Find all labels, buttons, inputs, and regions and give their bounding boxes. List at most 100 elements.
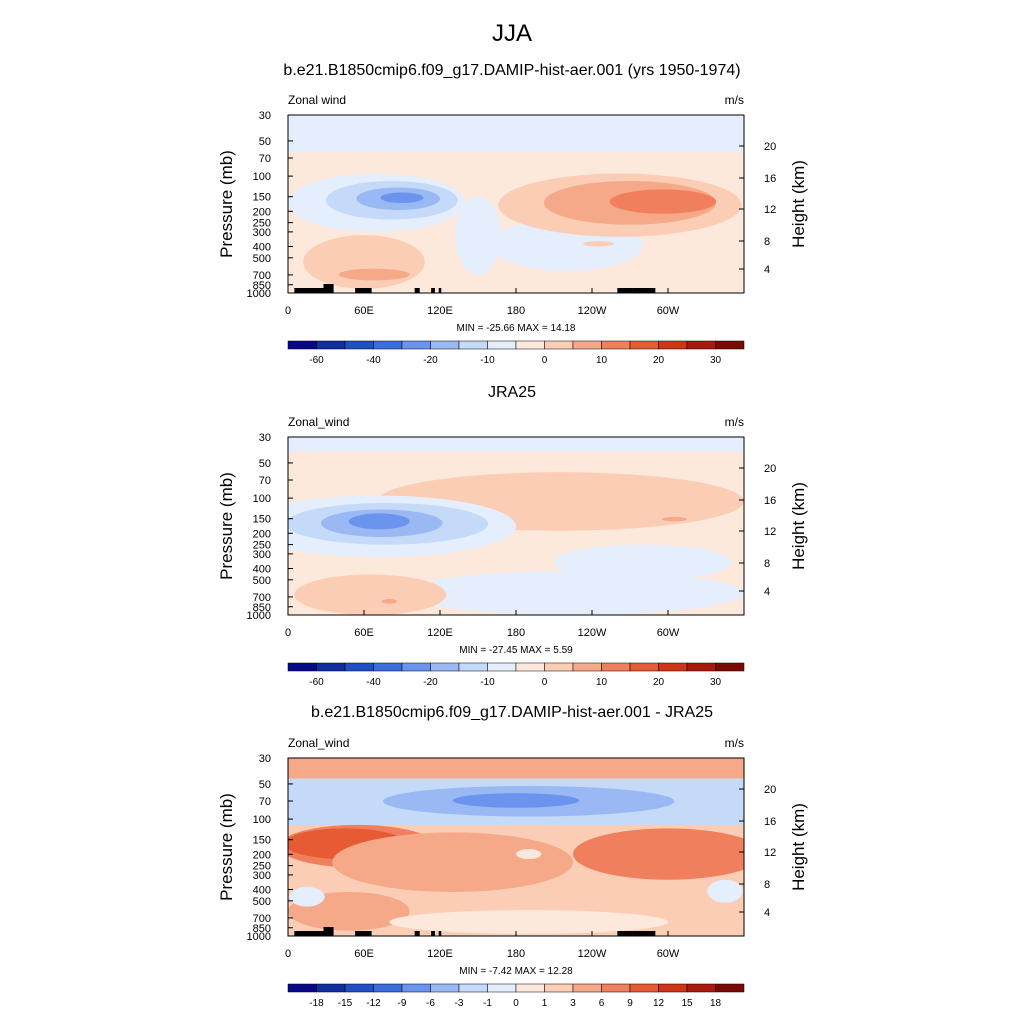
contour-region	[402, 570, 744, 615]
units-label: m/s	[725, 415, 744, 429]
figure-title: JJA	[491, 20, 532, 47]
contour-region	[583, 241, 614, 247]
y-tick-label: 1000	[247, 610, 271, 622]
contour-region	[452, 793, 580, 808]
y-tick-label: 500	[253, 896, 271, 908]
y2-tick-label: 16	[764, 495, 776, 507]
contour-region	[554, 544, 732, 580]
colorbar-swatch	[715, 340, 745, 350]
x-tick-label: 120E	[427, 948, 453, 960]
colorbar-label: -3	[455, 998, 464, 1009]
y2-tick-label: 20	[764, 463, 776, 475]
x-tick-label: 60E	[354, 305, 374, 317]
colorbar-label: -40	[366, 677, 381, 688]
y-tick-label: 150	[253, 192, 271, 204]
y-tick-label: 850	[253, 923, 271, 935]
colorbar-swatch	[287, 662, 317, 672]
colorbar-label: 15	[681, 998, 693, 1009]
x-tick-label: 120E	[427, 627, 453, 639]
colorbar-label: 0	[542, 355, 548, 366]
y2-tick-label: 4	[764, 907, 770, 919]
topography	[305, 931, 324, 936]
topography	[617, 288, 633, 293]
y-tick-label: 500	[253, 253, 271, 265]
y-tick-label: 850	[253, 602, 271, 614]
x-tick-label: 180	[507, 948, 525, 960]
field-label: Zonal_wind	[288, 736, 349, 750]
y-tick-label: 150	[253, 514, 271, 526]
y2-tick-label: 16	[764, 173, 776, 185]
colorbar-swatch	[658, 662, 688, 672]
y2-tick-label: 8	[764, 236, 770, 248]
colorbar-label: 12	[653, 998, 665, 1009]
colorbar-swatch	[487, 983, 517, 993]
colorbar-label: -10	[480, 355, 495, 366]
contour-field	[288, 758, 744, 936]
contour-field	[288, 437, 744, 615]
colorbar-label: 0	[542, 677, 548, 688]
y-tick-label: 700	[253, 270, 271, 282]
x-tick-label: 180	[507, 627, 525, 639]
y-tick-label: 150	[253, 835, 271, 847]
contour-region	[609, 189, 717, 214]
y2-axis-label: Height (km)	[789, 160, 808, 248]
contour-region	[294, 574, 447, 615]
y-tick-label: 250	[253, 540, 271, 552]
panel-3: 3050701001502002503004005007008501000201…	[217, 736, 808, 1009]
field-label: Zonal_wind	[288, 415, 349, 429]
y-tick-label: 300	[253, 870, 271, 882]
topography	[294, 931, 311, 936]
y-tick-label: 100	[253, 171, 271, 183]
colorbar-label: 30	[710, 355, 722, 366]
contour-field	[288, 115, 744, 293]
y-tick-label: 250	[253, 861, 271, 873]
units-label: m/s	[725, 736, 744, 750]
colorbar-swatch	[544, 662, 574, 672]
field-label: Zonal wind	[288, 93, 346, 107]
panel-3-title: b.e21.B1850cmip6.f09_g17.DAMIP-hist-aer.…	[310, 704, 713, 721]
y-tick-label: 400	[253, 241, 271, 253]
colorbar-label: -20	[423, 677, 438, 688]
x-tick-label: 120W	[578, 948, 607, 960]
colorbar-swatch	[686, 340, 716, 350]
colorbar-swatch	[515, 340, 545, 350]
y-tick-label: 100	[253, 814, 271, 826]
y2-axis-label: Height (km)	[789, 482, 808, 570]
colorbar-label: 9	[627, 998, 633, 1009]
colorbar-swatch	[686, 662, 716, 672]
colorbar-swatch	[458, 340, 488, 350]
y-tick-label: 700	[253, 592, 271, 604]
y-tick-label: 30	[259, 432, 271, 444]
colorbar-label: -6	[426, 998, 435, 1009]
colorbar-swatch	[344, 340, 374, 350]
colorbar-swatch	[572, 662, 602, 672]
colorbar-swatch	[430, 983, 460, 993]
colorbar-label: -12	[366, 998, 381, 1009]
colorbar-swatch	[458, 662, 488, 672]
y-tick-label: 70	[259, 153, 271, 165]
x-tick-label: 0	[285, 627, 291, 639]
colorbar-swatch	[658, 983, 688, 993]
colorbar-label: 0	[513, 998, 519, 1009]
y-tick-label: 100	[253, 493, 271, 505]
y2-tick-label: 16	[764, 816, 776, 828]
topography	[414, 288, 420, 293]
topography	[323, 284, 334, 293]
topography	[632, 288, 656, 293]
topography	[431, 288, 435, 293]
y2-tick-label: 12	[764, 204, 776, 216]
x-tick-label: 60W	[657, 305, 680, 317]
colorbar-swatch	[373, 983, 403, 993]
colorbar-swatch	[373, 340, 403, 350]
x-tick-label: 180	[507, 305, 525, 317]
contour-region	[389, 910, 668, 934]
colorbar-swatch	[487, 662, 517, 672]
y-tick-label: 250	[253, 218, 271, 230]
topography	[323, 927, 334, 936]
colorbar-label: 30	[710, 677, 722, 688]
colorbar-label: -10	[480, 677, 495, 688]
colorbar-swatch	[544, 340, 574, 350]
colorbar-label: 18	[710, 998, 722, 1009]
colorbar-label: 1	[542, 998, 548, 1009]
